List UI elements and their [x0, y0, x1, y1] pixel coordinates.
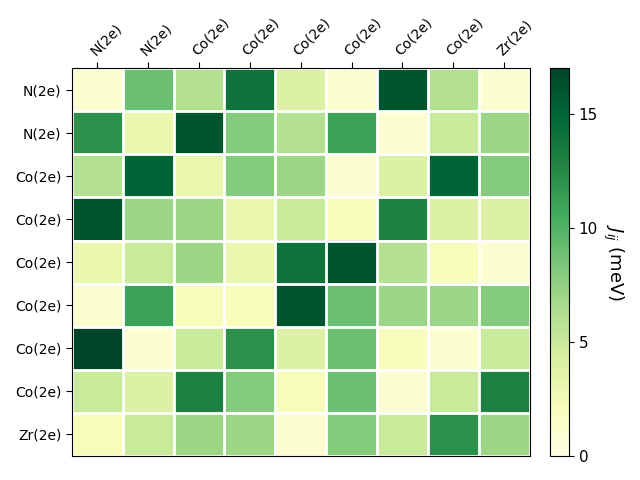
Y-axis label: $J_{ij}$ (meV): $J_{ij}$ (meV): [602, 224, 626, 300]
